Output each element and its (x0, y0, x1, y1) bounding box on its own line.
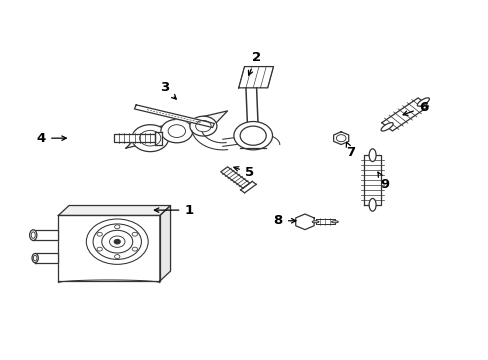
Ellipse shape (33, 255, 37, 261)
Polygon shape (134, 105, 214, 127)
Polygon shape (58, 206, 170, 215)
Text: 6: 6 (402, 101, 427, 115)
Polygon shape (295, 214, 313, 230)
Polygon shape (238, 67, 273, 88)
Text: 1: 1 (154, 204, 193, 217)
Ellipse shape (30, 230, 37, 240)
Circle shape (132, 125, 168, 152)
Text: 7: 7 (346, 142, 355, 159)
Ellipse shape (331, 221, 338, 223)
Polygon shape (114, 134, 155, 142)
Polygon shape (33, 230, 58, 240)
Text: 4: 4 (37, 132, 66, 145)
Polygon shape (333, 132, 348, 145)
Polygon shape (126, 111, 227, 148)
Polygon shape (58, 215, 160, 281)
Ellipse shape (311, 221, 318, 223)
Polygon shape (220, 167, 249, 188)
Ellipse shape (368, 198, 375, 211)
Text: 9: 9 (377, 172, 388, 191)
Circle shape (240, 126, 265, 145)
Polygon shape (240, 181, 256, 193)
Circle shape (114, 225, 120, 229)
Circle shape (97, 232, 102, 236)
Polygon shape (160, 206, 170, 281)
Circle shape (139, 130, 161, 146)
Circle shape (233, 122, 272, 150)
Polygon shape (363, 155, 381, 205)
Circle shape (114, 255, 120, 258)
Circle shape (97, 247, 102, 251)
Text: 2: 2 (248, 51, 261, 75)
Ellipse shape (32, 253, 38, 263)
Circle shape (114, 239, 120, 244)
Circle shape (195, 121, 211, 132)
Polygon shape (35, 253, 58, 263)
Polygon shape (155, 131, 162, 145)
Text: 3: 3 (160, 81, 176, 99)
Ellipse shape (416, 98, 428, 106)
Ellipse shape (31, 232, 35, 238)
Circle shape (132, 232, 137, 236)
Polygon shape (315, 219, 334, 224)
Text: 5: 5 (233, 166, 253, 179)
Ellipse shape (380, 123, 392, 131)
Circle shape (336, 135, 346, 142)
Circle shape (161, 120, 192, 143)
Text: 8: 8 (273, 214, 295, 227)
Circle shape (168, 125, 185, 138)
Circle shape (189, 116, 217, 136)
Ellipse shape (368, 149, 375, 162)
Circle shape (132, 247, 137, 251)
Polygon shape (381, 98, 428, 131)
